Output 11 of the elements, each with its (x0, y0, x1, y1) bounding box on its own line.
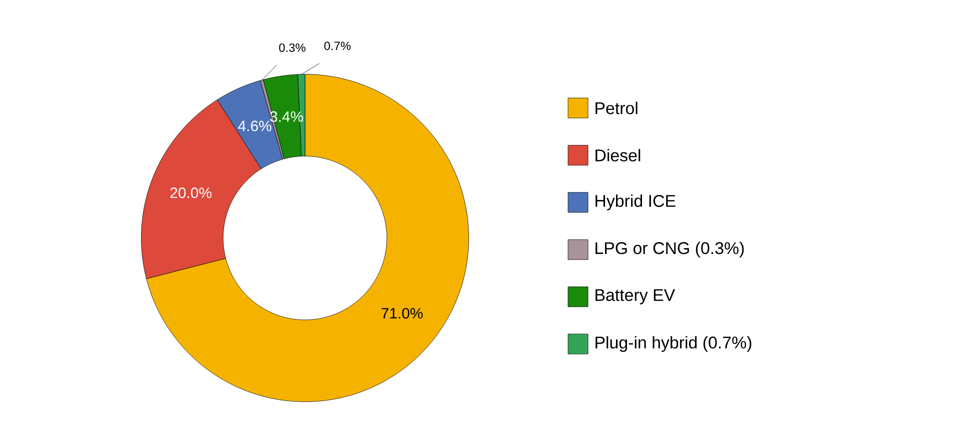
data-label: 0.3% (279, 43, 306, 52)
legend-label: Battery EV (596, 289, 676, 304)
legend-label: Plug-in hybrid (0.7%) (596, 336, 752, 352)
data-label: 20.0% (170, 188, 212, 198)
data-label: 0.7% (324, 42, 351, 50)
data-label: 71.0% (382, 308, 423, 319)
legend-label: LPG or CNG (0.3%) (596, 242, 744, 258)
legend-label: Hybrid ICE (596, 194, 676, 210)
legend-label: Petrol (596, 102, 638, 114)
legend-label: Diesel (596, 148, 640, 162)
data-label: 4.6% (238, 120, 272, 132)
